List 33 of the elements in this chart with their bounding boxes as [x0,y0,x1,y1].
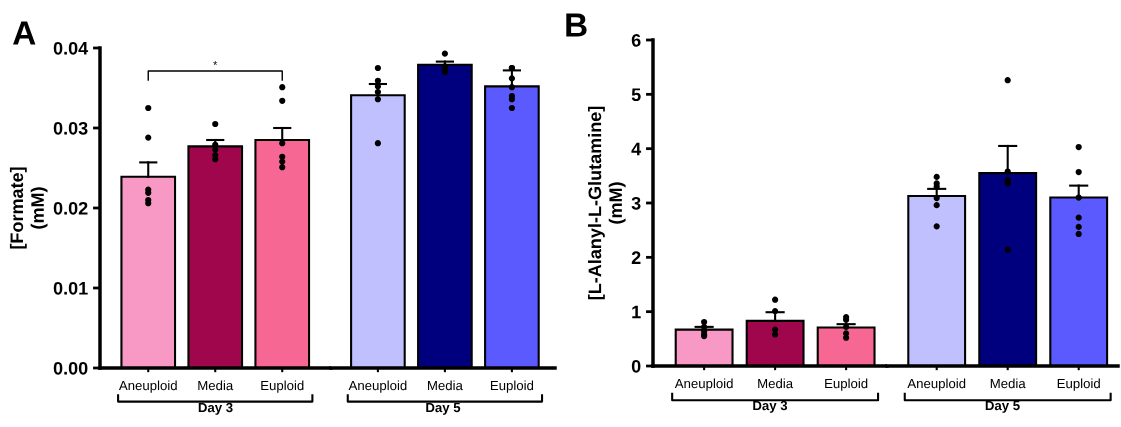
y-tick-label: 5 [631,88,641,102]
y-tick-label: 1 [632,305,641,319]
x-axis-title: Day 3 [198,402,233,415]
y-tick-label: 0.00 [53,361,88,375]
x-tick-label: Euploid [1057,378,1100,391]
y-tick-label: 6 [631,33,641,47]
y-axis-title: [Formate] (mM) [9,167,48,249]
x-tick-label: Media [428,380,463,391]
y-tick-label: 0.01 [53,281,88,295]
y-tick-label: 0.02 [53,201,88,215]
x-tick-label: Media [990,378,1026,389]
x-tick-label: Aneuploid [348,380,407,393]
chart-title: A [13,21,36,45]
x-tick-label: Aneuploid [118,380,177,393]
x-axis-title: Day 3 [753,400,788,413]
x-axis-title: Day 5 [985,401,1020,413]
y-tick-label: 0.04 [53,41,89,55]
x-tick-label: Aneuploid [907,378,966,391]
x-tick-label: Media [758,378,794,389]
x-tick-label: Aneuploid [674,378,733,391]
x-tick-label: Euploid [490,380,534,393]
chart-title: B [566,13,587,37]
x-tick-label: Euploid [825,378,868,391]
y-axis-title: [L-Alanyl-L-Glutamine] (mM) [588,106,626,300]
y-tick-label: 4 [631,142,642,156]
annotation: * [213,61,218,65]
y-tick-label: 2 [631,251,641,264]
x-axis-title: Day 5 [426,403,461,415]
y-tick-label: 0 [631,359,641,373]
y-tick-label: 0.03 [53,121,88,135]
x-tick-label: Euploid [261,380,304,393]
x-tick-label: Media [198,380,234,391]
y-tick-label: 3 [631,196,641,210]
